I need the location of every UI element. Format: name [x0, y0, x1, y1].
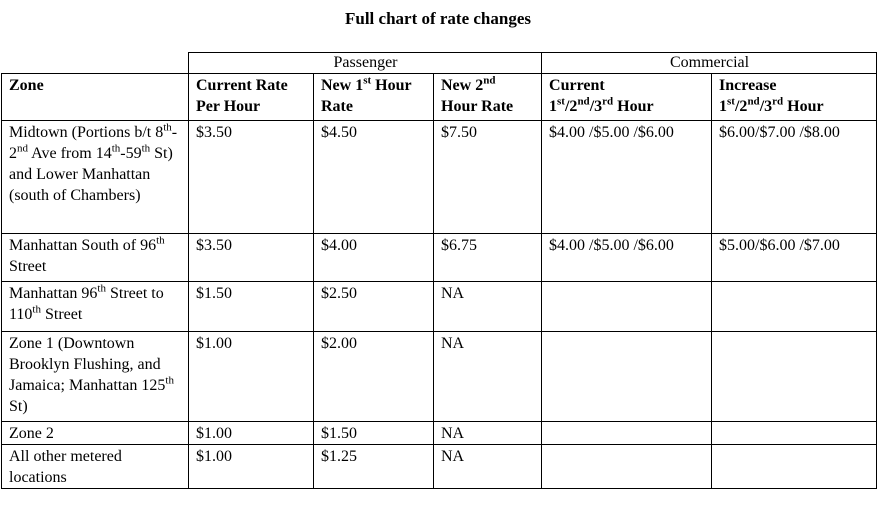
- zone-cell: Manhattan 96th Street to 110th Street: [1, 281, 189, 332]
- group-passenger: Passenger: [187, 52, 543, 74]
- header-new-1st-hour-rate: New 1st Hour Rate: [313, 73, 434, 121]
- commercial-increase-cell: [711, 421, 878, 445]
- current-rate-cell: $1.00: [188, 331, 314, 422]
- chart-title: Full chart of rate changes: [344, 9, 532, 28]
- new-1st-hour-cell: $2.50: [313, 281, 434, 332]
- table-row: Zone 2 $1.00 $1.50 NA: [1, 421, 878, 445]
- commercial-increase-cell: [711, 444, 878, 489]
- commercial-increase-cell: [711, 331, 878, 422]
- new-1st-hour-cell: $2.00: [313, 331, 434, 422]
- header-commercial-increase: Increase 1st/2nd/3rd Hour: [711, 73, 878, 121]
- table-row: Zone 1 (Downtown Brooklyn Flushing, and …: [1, 331, 878, 422]
- commercial-current-cell: [541, 444, 713, 489]
- table-row: Manhattan 96th Street to 110th Street $1…: [1, 281, 878, 332]
- new-2nd-hour-cell: NA: [432, 444, 543, 489]
- commercial-current-cell: $4.00 /$5.00 /$6.00: [541, 233, 713, 282]
- new-2nd-hour-cell: $7.50: [432, 120, 543, 234]
- commercial-current-cell: [541, 421, 713, 445]
- header-new-2nd-hour-rate: New 2nd Hour Rate: [432, 73, 543, 121]
- new-2nd-hour-cell: NA: [432, 331, 543, 422]
- header-zone: Zone: [1, 73, 189, 121]
- zone-cell: Zone 2: [1, 421, 189, 445]
- table-row: All other metered locations $1.00 $1.25 …: [1, 444, 878, 489]
- new-1st-hour-cell: $1.25: [313, 444, 434, 489]
- header-current-rate: Current Rate Per Hour: [188, 73, 314, 121]
- commercial-current-cell: $4.00 /$5.00 /$6.00: [541, 120, 713, 234]
- current-rate-cell: $1.00: [188, 421, 314, 445]
- zone-cell: All other metered locations: [1, 444, 189, 489]
- new-2nd-hour-cell: $6.75: [432, 233, 543, 282]
- new-2nd-hour-cell: NA: [432, 281, 543, 332]
- zone-cell: Zone 1 (Downtown Brooklyn Flushing, and …: [1, 331, 189, 422]
- zone-cell: Midtown (Portions b/t 8th-2nd Ave from 1…: [1, 120, 189, 234]
- commercial-increase-cell: $6.00/$7.00 /$8.00: [711, 120, 878, 234]
- zone-cell: Manhattan South of 96th Street: [1, 233, 189, 282]
- commercial-current-cell: [541, 331, 713, 422]
- current-rate-cell: $1.50: [188, 281, 314, 332]
- new-1st-hour-cell: $4.00: [313, 233, 434, 282]
- group-commercial: Commercial: [541, 52, 878, 74]
- new-1st-hour-cell: $4.50: [313, 120, 434, 234]
- commercial-increase-cell: $5.00/$6.00 /$7.00: [711, 233, 878, 282]
- new-2nd-hour-cell: NA: [432, 421, 543, 445]
- commercial-current-cell: [541, 281, 713, 332]
- current-rate-cell: $1.00: [188, 444, 314, 489]
- table-row: Midtown (Portions b/t 8th-2nd Ave from 1…: [1, 120, 878, 234]
- table-row: Manhattan South of 96th Street $3.50 $4.…: [1, 233, 878, 282]
- header-commercial-current: Current 1st/2nd/3rd Hour: [541, 73, 713, 121]
- new-1st-hour-cell: $1.50: [313, 421, 434, 445]
- column-header-row: Zone Current Rate Per Hour New 1st Hour Ra…: [1, 73, 878, 121]
- commercial-increase-cell: [711, 281, 878, 332]
- current-rate-cell: $3.50: [188, 120, 314, 234]
- current-rate-cell: $3.50: [188, 233, 314, 282]
- rate-changes-table: Passenger Commercial Zone Current Rate Pe…: [1, 52, 878, 489]
- blank-corner-cell: [1, 52, 189, 74]
- group-header-row: Passenger Commercial: [1, 52, 878, 74]
